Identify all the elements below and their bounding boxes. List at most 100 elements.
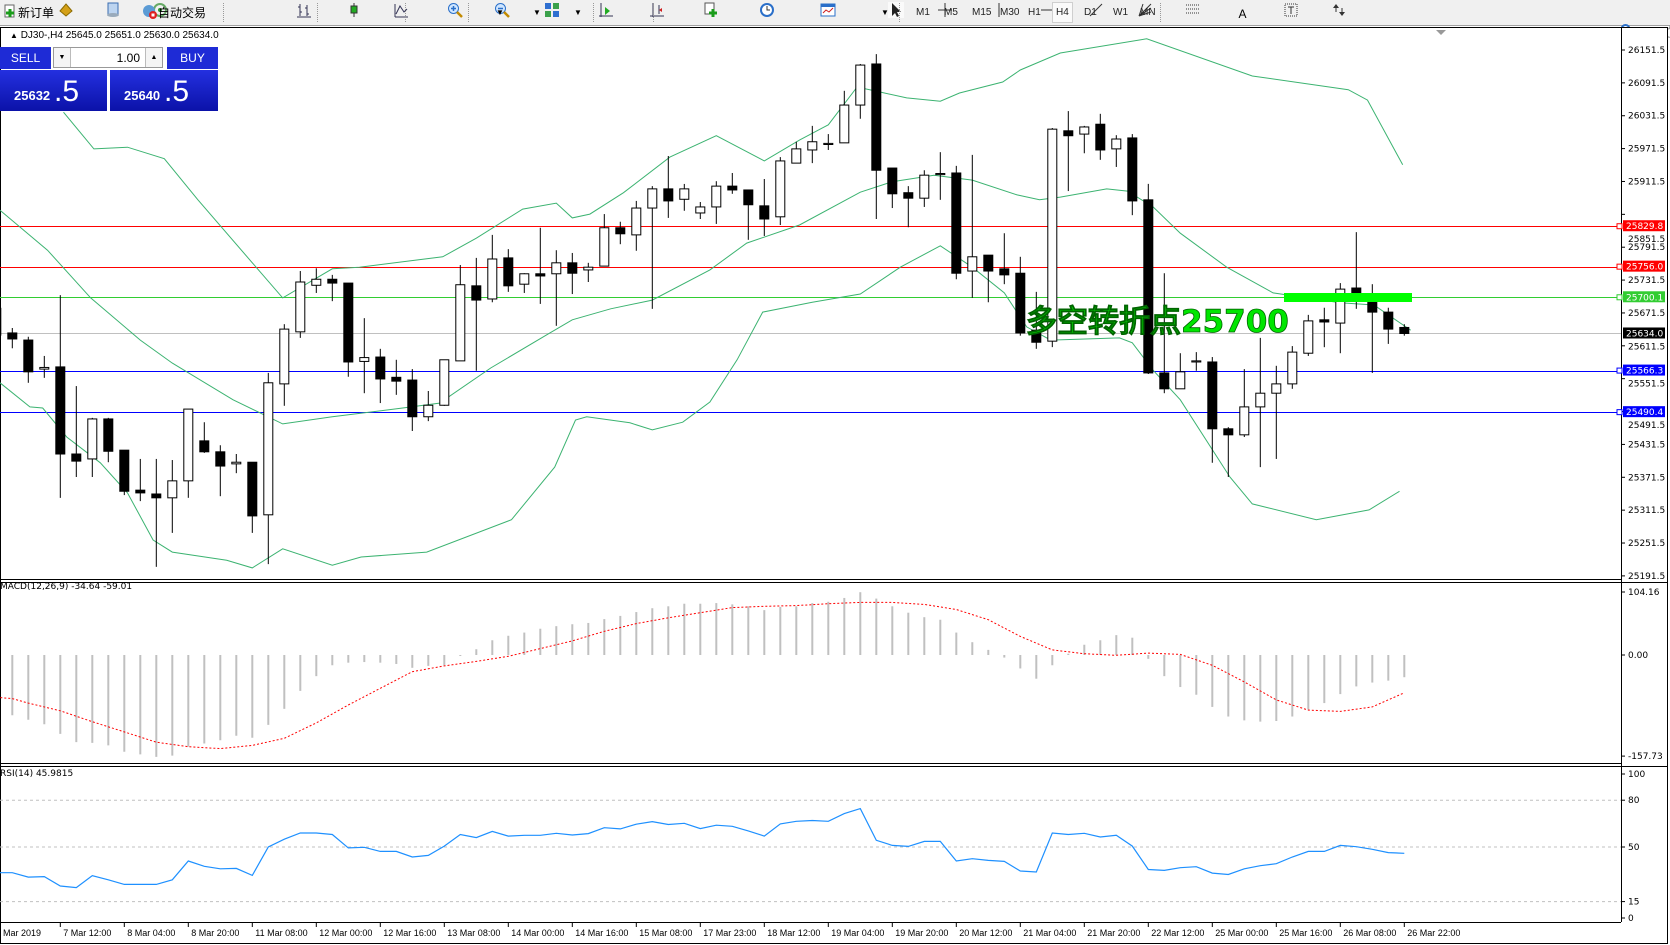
chart-menu-icon[interactable]: ▲ <box>10 31 18 40</box>
timeframe-d1[interactable]: D1 <box>1084 7 1097 18</box>
candlestick-icon[interactable] <box>346 2 362 18</box>
candle[interactable] <box>71 386 82 478</box>
candle[interactable] <box>167 460 178 533</box>
candle[interactable] <box>7 328 18 349</box>
arrows-dropdown-icon[interactable]: ▼ <box>881 7 889 17</box>
candle[interactable] <box>711 181 722 224</box>
candle[interactable] <box>39 355 50 378</box>
candle[interactable] <box>295 271 306 338</box>
auto-scroll-icon[interactable] <box>598 2 614 18</box>
timeframe-m5[interactable]: M5 <box>944 7 958 18</box>
candle[interactable] <box>199 422 210 453</box>
candle[interactable] <box>951 165 962 280</box>
chart-shift-marker-icon[interactable] <box>1436 30 1446 35</box>
candle[interactable] <box>807 125 818 164</box>
candle[interactable] <box>311 268 322 293</box>
candle[interactable] <box>599 214 610 267</box>
candle[interactable] <box>375 348 386 404</box>
candle[interactable] <box>1143 183 1154 375</box>
candle[interactable] <box>1159 273 1170 394</box>
candle[interactable] <box>1303 314 1314 356</box>
candle[interactable] <box>0 300 2 345</box>
candle[interactable] <box>103 417 114 463</box>
candle[interactable] <box>615 221 626 245</box>
arrows-icon[interactable] <box>1332 2 1348 18</box>
candle[interactable] <box>1319 307 1330 348</box>
candle[interactable] <box>1015 256 1026 336</box>
candle[interactable] <box>1255 337 1266 468</box>
candle[interactable] <box>695 202 706 219</box>
candle[interactable] <box>1079 125 1090 154</box>
candle[interactable] <box>519 273 530 293</box>
timeframe-m15[interactable]: M15 <box>972 7 992 18</box>
buy-button[interactable]: BUY <box>167 47 218 69</box>
zoom-in-icon[interactable] <box>447 2 463 18</box>
text-icon[interactable]: A <box>1238 7 1247 21</box>
candle[interactable] <box>1207 357 1218 463</box>
candle[interactable] <box>1111 135 1122 167</box>
cursor-icon[interactable] <box>888 2 905 18</box>
candle[interactable] <box>455 265 466 362</box>
sell-price-box[interactable]: 25632 .5 <box>0 70 107 111</box>
fibonacci-fan-icon[interactable] <box>1137 2 1153 18</box>
new-order-button[interactable]: 新订单 <box>2 2 54 22</box>
candle[interactable] <box>407 369 418 431</box>
candle[interactable] <box>1399 324 1410 336</box>
fibonacci-retracement-icon[interactable] <box>1185 2 1201 18</box>
candle[interactable] <box>23 336 34 383</box>
templates-dropdown-icon[interactable]: ▼ <box>574 7 582 17</box>
buy-price-box[interactable]: 25640 .5 <box>110 70 218 111</box>
trendline-icon[interactable] <box>1088 2 1104 18</box>
candle[interactable] <box>903 186 914 228</box>
timeframe-w1[interactable]: W1 <box>1113 7 1128 18</box>
candle[interactable] <box>1383 307 1394 344</box>
periods-dropdown-icon[interactable]: ▼ <box>533 7 541 17</box>
crosshair-icon[interactable] <box>937 2 953 18</box>
candle[interactable] <box>1063 111 1074 192</box>
candle[interactable] <box>855 63 866 119</box>
candle[interactable] <box>439 359 450 406</box>
candle[interactable] <box>567 252 578 295</box>
candle[interactable] <box>1095 113 1106 160</box>
level-line-handle[interactable] <box>1616 223 1623 230</box>
candle[interactable] <box>1127 134 1138 216</box>
candle[interactable] <box>663 155 674 218</box>
candle[interactable] <box>119 449 130 496</box>
candle[interactable] <box>551 250 562 326</box>
candle[interactable] <box>967 154 978 298</box>
candle[interactable] <box>423 391 434 422</box>
zoom-out-icon[interactable] <box>494 2 511 18</box>
candle[interactable] <box>839 90 850 144</box>
candle[interactable] <box>983 254 994 303</box>
candle[interactable] <box>215 445 226 497</box>
candle[interactable] <box>1271 365 1282 459</box>
tile-windows-icon[interactable] <box>544 2 560 18</box>
timeframe-h4[interactable]: H4 <box>1052 2 1073 23</box>
timeframe-mn[interactable]: MN <box>1140 7 1156 18</box>
navigator-icon[interactable] <box>105 2 121 18</box>
candle[interactable] <box>1031 291 1042 349</box>
candle[interactable] <box>263 372 274 565</box>
sell-button[interactable]: SELL <box>0 47 51 69</box>
timeframe-m30[interactable]: M30 <box>1000 7 1020 18</box>
candle[interactable] <box>55 295 66 498</box>
candle[interactable] <box>999 233 1010 285</box>
level-line-handle[interactable] <box>1616 409 1623 416</box>
chart-shift-icon[interactable] <box>649 2 665 18</box>
candle[interactable] <box>487 234 498 303</box>
pivot-marker-bar[interactable] <box>1284 293 1412 302</box>
candle[interactable] <box>647 186 658 309</box>
candle[interactable] <box>935 152 946 200</box>
lot-size-input[interactable]: 1.00 <box>116 51 140 65</box>
vertical-line-icon[interactable] <box>991 2 1007 18</box>
candle[interactable] <box>151 458 162 567</box>
candle[interactable] <box>503 249 514 292</box>
candle[interactable] <box>535 227 546 304</box>
candle[interactable] <box>231 454 242 474</box>
candle[interactable] <box>583 262 594 282</box>
periods-clock-icon[interactable] <box>759 2 775 18</box>
lot-decrease-icon[interactable]: ▼ <box>54 48 71 67</box>
candle[interactable] <box>791 141 802 164</box>
candle[interactable] <box>1239 369 1250 438</box>
